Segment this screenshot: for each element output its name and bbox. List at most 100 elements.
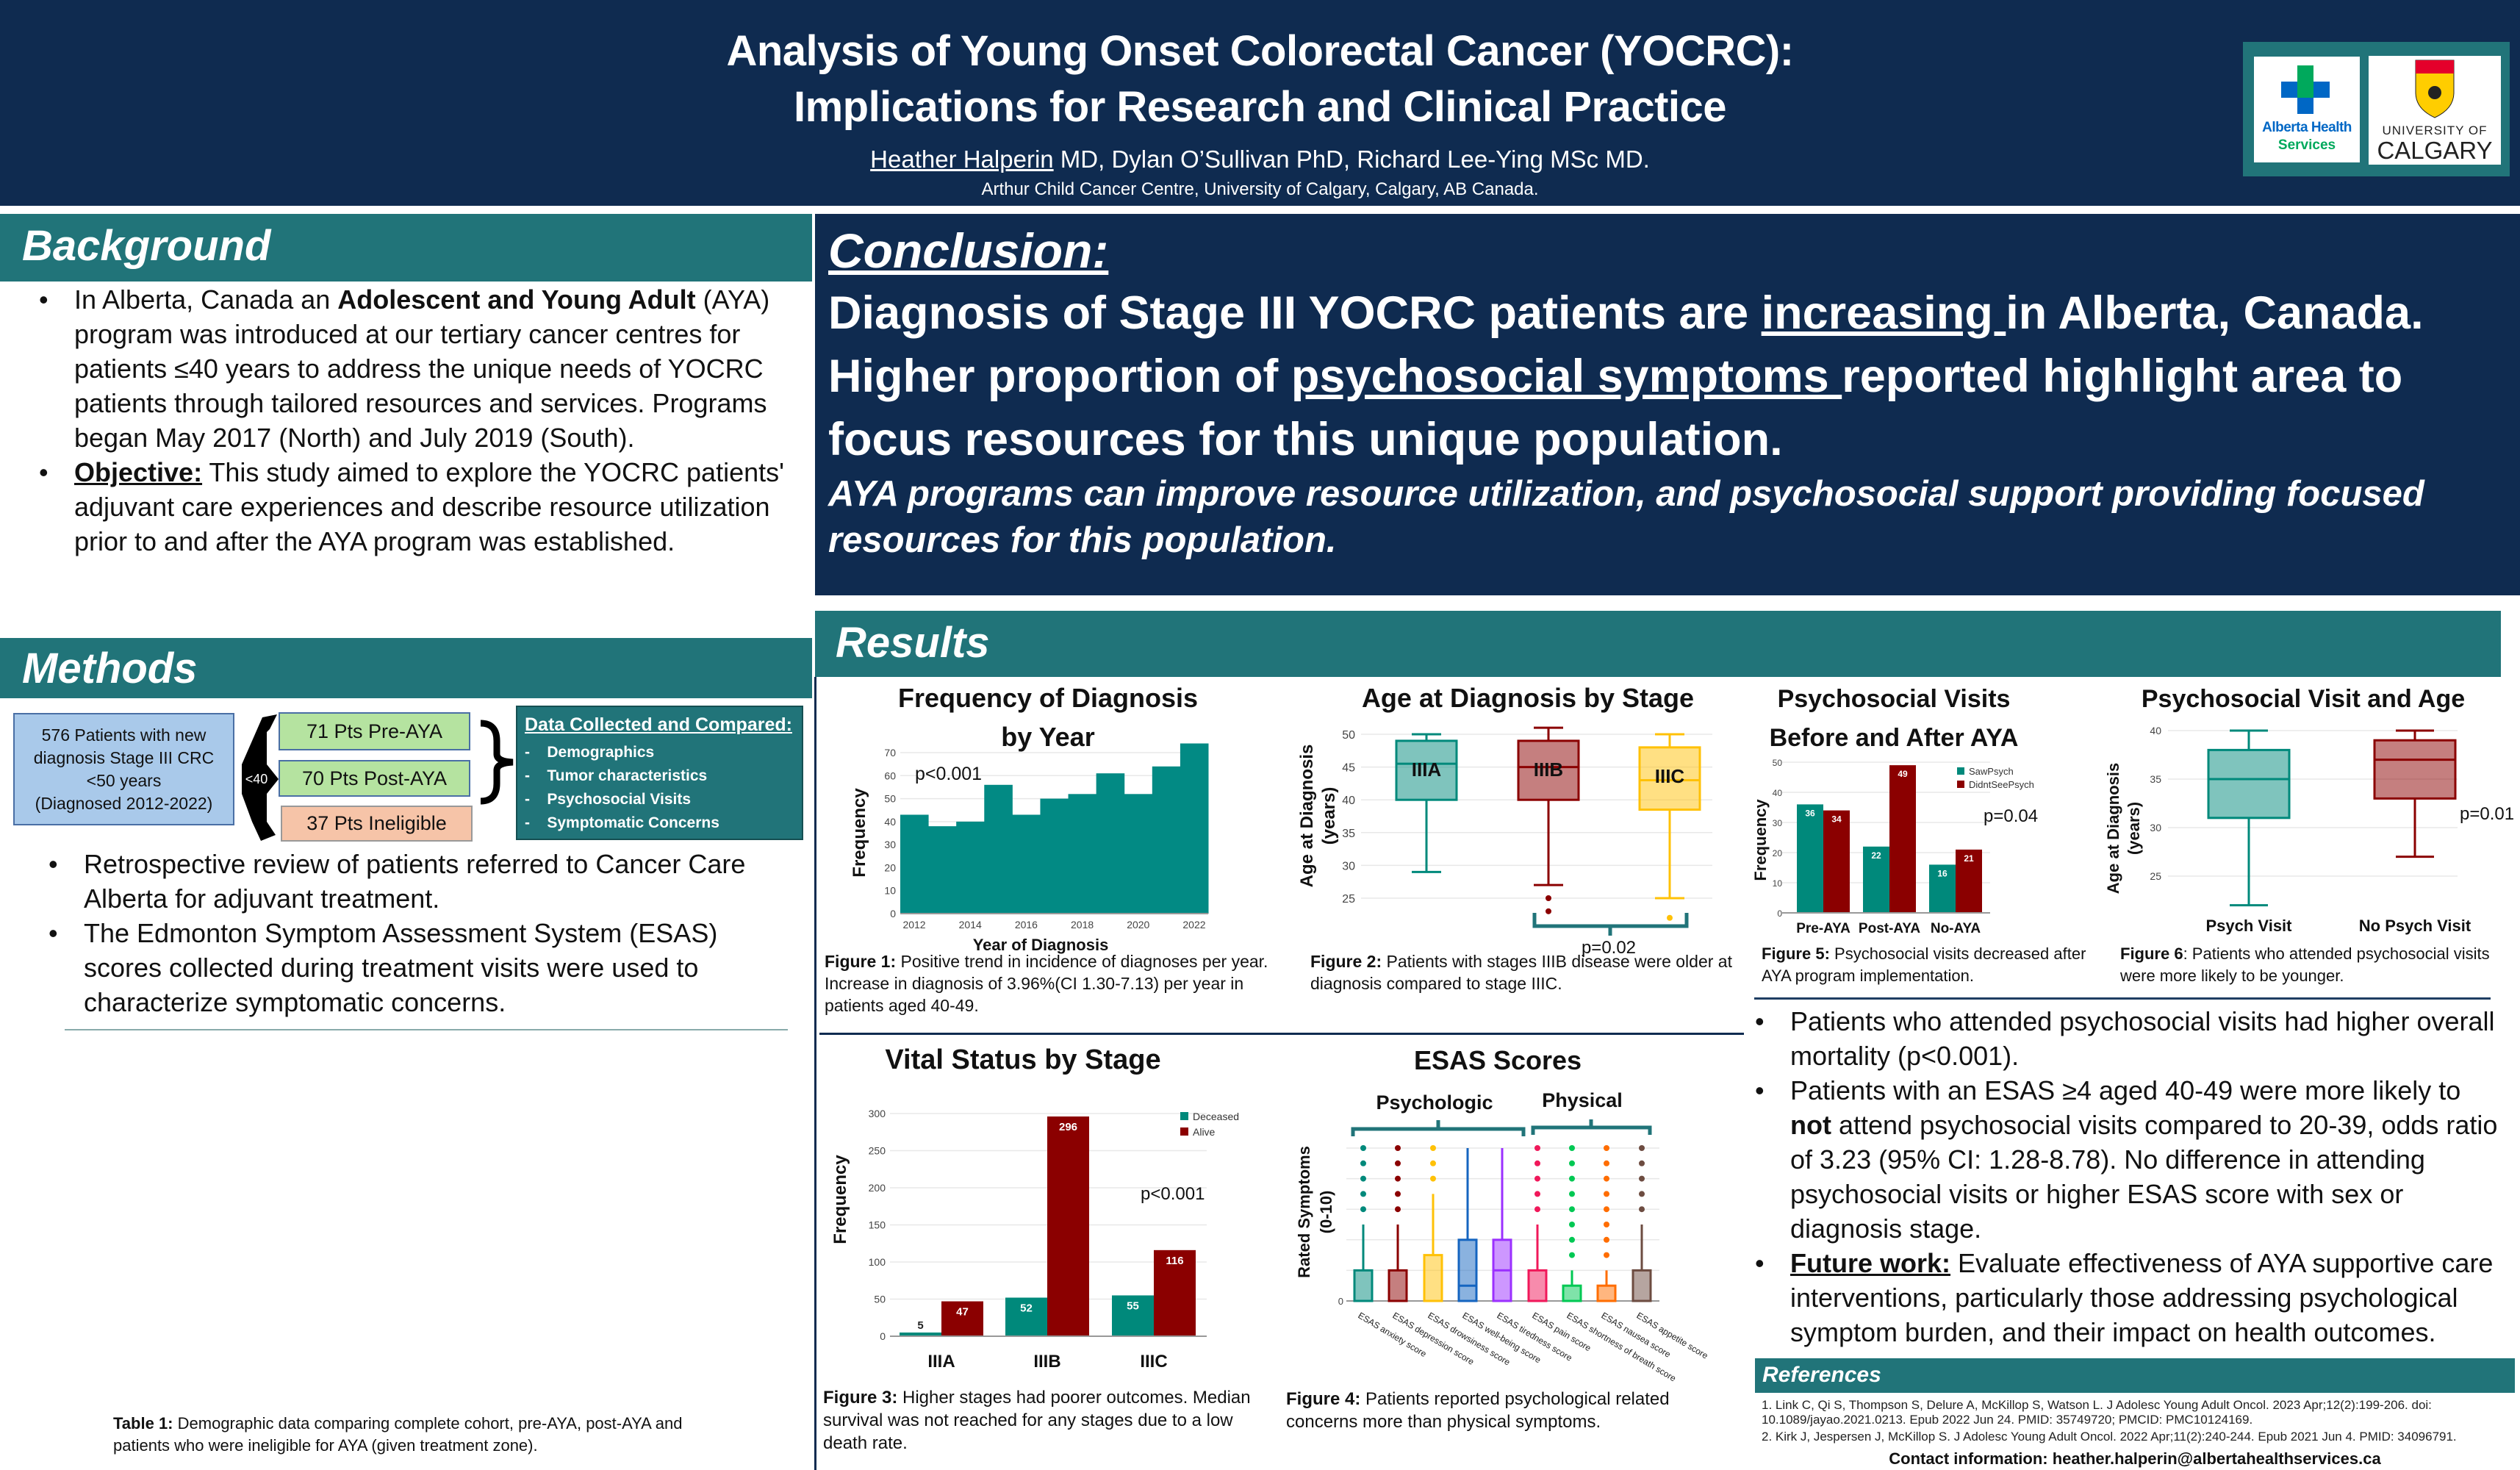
box-esas-1-box [1388,1269,1408,1302]
x-tick-label: Psych Visit [2206,917,2293,935]
background-section-header: Background [0,214,812,282]
y-tick-label: 300 [869,1108,886,1119]
box-esas-5-outlier [1534,1145,1540,1151]
caption-text: Patients reported psychological related … [1286,1389,1670,1432]
legend-label: Alive [1193,1126,1216,1138]
other-authors: MD, Dylan O’Sullivan PhD, Richard Lee-Yi… [1053,146,1650,173]
x-tick-label: 2016 [1015,919,1038,931]
p-value-label: p=0.01 [2460,804,2514,824]
data-label: 116 [1166,1255,1183,1267]
reference-item: 1. Link C, Qi S, Thompson S, Delure A, M… [1762,1398,2432,1427]
figure-6-caption: Figure 6: Patients who attended psychoso… [2120,943,2513,987]
cohort-line: diagnosis Stage III CRC [33,747,215,767]
cohort-line: <50 years [86,770,162,790]
y-tick-label: 30 [2150,822,2161,833]
box-esas-1-outlier [1395,1175,1401,1182]
data-label: 16 [1937,868,1948,878]
uofc-name-line2: CALGARY [2377,137,2493,164]
y-axis-label: Frequency [850,788,869,878]
box-esas-7-outlier [1604,1191,1609,1197]
box-label: IIIA [1412,759,1442,781]
emphasis: psychosocial symptoms [1290,351,1842,402]
ahs-logo: Alberta Health Services [2254,57,2360,162]
chart-title: Psychosocial Visit and Age [2142,685,2465,713]
y-tick-label: 25 [1342,893,1355,906]
y-axis-label: Frequency [830,1155,850,1244]
box-esas-0-outlier [1360,1175,1366,1182]
y-axis-label: (0-10) [1317,1191,1335,1234]
caption-text: Psychosocial visits decreased after AYA … [1762,944,2086,985]
y-tick-label: 30 [884,839,896,850]
y-tick-label: 250 [869,1145,886,1157]
box-esas-8-box [1631,1269,1652,1302]
y-axis-label: (years) [2125,802,2143,855]
box-esas-0-box [1353,1269,1374,1302]
poster-header: Analysis of Young Onset Colorectal Cance… [0,0,2520,206]
box-label: IIIB [1534,759,1563,781]
chart-psych-visit-age: 25 30 35 40 Psych Visit No Psych Visit Psychos… [2106,685,2514,935]
caption-text: Higher stages had poorer outcomes. Media… [823,1388,1251,1453]
box-esas-6-outlier [1569,1175,1575,1182]
box-esas-2-outlier [1430,1175,1436,1182]
emphasis: not [1790,1110,1831,1140]
legend-label: DidntSeePsych [1969,779,2034,790]
data-collected-title: Data Collected and Compared: [525,714,792,735]
box-esas-7-outlier [1604,1206,1609,1213]
data-item-label: Psychosocial Visits [547,791,692,808]
box-esas-1-outlier [1395,1160,1401,1166]
p-value-label: p=0.02 [1582,938,1636,958]
box-esas-0-outlier [1360,1191,1366,1197]
bar-Pre-AYA-DidntSeePsych [1823,810,1850,913]
box-esas-6-outlier [1569,1145,1575,1151]
affiliation: Arthur Child Cancer Centre, University o… [981,179,1539,199]
methods-heading: Methods [22,645,198,692]
legend-swatch-Alive [1180,1127,1188,1136]
caption-label: Figure 1: [825,952,897,971]
box-esas-2-outlier [1430,1160,1436,1166]
bar-2016 [1012,814,1041,914]
y-axis-label: Age at Diagnosis [2106,763,2122,894]
conclusion-subtext: AYA programs can improve resource utiliz… [828,474,2424,560]
box-esas-1-outlier [1395,1206,1401,1213]
logo-panel: Alberta Health Services UNIVERSITY OF CA… [2243,42,2510,176]
data-item-label: Symptomatic Concerns [547,814,719,831]
bar-No-AYA-DidntSeePsych [1956,849,1982,913]
authors: Heather Halperin MD, Dylan O’Sullivan Ph… [0,146,2520,173]
p-value-label: p=0.04 [1984,806,2038,826]
box-esas-6-box [1562,1284,1582,1302]
box-esas-5-outlier [1534,1191,1540,1197]
cohort-line: 576 Patients with new [41,725,207,745]
y-tick-label: 40 [1773,788,1783,798]
box-esas-6-outlier [1569,1160,1575,1166]
text: Diagnosis of Stage III YOCRC patients ar… [828,287,1762,339]
x-tick-label: No-AYA [1931,921,1981,936]
contact-info: Contact information: heather.halperin@al… [1889,1449,2381,1468]
ineligible-box: 37 Pts Ineligible [281,806,473,842]
divider [814,677,816,1470]
y-tick-label: 30 [1773,818,1783,828]
presenting-author: Heather Halperin [870,146,1054,173]
text: This study aimed to explore the YOCRC pa… [74,457,784,556]
bar-2012 [900,814,929,914]
box-IIIA-box [1395,739,1458,801]
text: reported highlight area to focus resourc… [828,351,2403,465]
text: In Alberta, Canada an [74,284,338,315]
y-tick-label: 40 [884,816,896,828]
objective-label: Objective: [74,457,203,487]
data-label: 5 [917,1319,923,1332]
box-esas-1-outlier [1395,1145,1401,1151]
box-esas-6-outlier [1569,1206,1575,1213]
data-label: 52 [1020,1302,1033,1314]
box-label: IIIC [1655,765,1685,787]
conclusion-statement: Diagnosis of Stage III YOCRC patients ar… [828,282,2511,471]
x-tick-label: 2012 [902,919,925,931]
y-tick-label: 35 [1342,828,1355,840]
caption-label: Figure 2: [1310,952,1382,971]
text: Evaluate effectiveness of AYA supportive… [1790,1248,2494,1347]
y-axis-label: Rated Symptoms [1295,1146,1313,1278]
box-esas-3-box [1457,1238,1478,1302]
y-tick-label: 200 [869,1182,886,1194]
results-heading: Results [836,619,990,667]
bar-2019 [1096,773,1125,914]
